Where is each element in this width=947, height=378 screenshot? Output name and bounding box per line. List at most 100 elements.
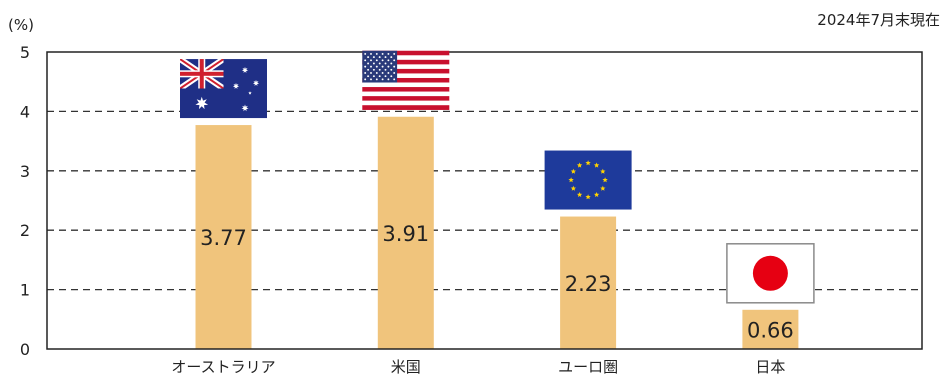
y-tick-label: 4	[20, 102, 30, 121]
flag-star	[393, 78, 396, 81]
y-tick-label: 0	[20, 340, 30, 359]
flag-star	[381, 59, 384, 62]
flag-star	[364, 65, 367, 68]
flag-star	[390, 68, 393, 71]
union-jack	[180, 59, 224, 89]
eu-flag-icon	[544, 150, 632, 210]
flag-star	[570, 168, 577, 174]
flag-star	[570, 185, 577, 191]
bars	[195, 116, 799, 349]
flag-field	[544, 150, 632, 210]
flag-star	[384, 56, 387, 59]
flag-star	[370, 72, 372, 74]
flag-star	[378, 75, 381, 78]
flag-star	[375, 59, 378, 62]
flag-star	[372, 56, 375, 59]
plot-area-border	[46, 51, 923, 350]
bar	[742, 309, 799, 349]
flag-star	[378, 68, 381, 71]
flag-star	[252, 79, 260, 86]
y-tick-label: 2	[20, 221, 30, 240]
y-tick-label: 3	[20, 162, 30, 181]
flag-star	[585, 160, 591, 166]
flag-stripe	[362, 68, 450, 74]
category-label: 米国	[391, 358, 421, 376]
flag-star	[241, 66, 249, 73]
flag-star	[370, 78, 372, 81]
flag-star	[195, 96, 209, 110]
flag-star	[387, 59, 390, 62]
flag-star	[241, 104, 249, 112]
flag-star	[364, 59, 367, 62]
flag-stripe	[362, 59, 450, 65]
bar	[195, 125, 252, 349]
flag-star	[390, 56, 393, 59]
y-tick-label: 5	[20, 43, 30, 62]
flag-stripe	[362, 55, 450, 61]
flag-star	[367, 68, 370, 71]
flag-canton	[362, 50, 398, 83]
flag-star	[367, 75, 370, 78]
flag-stripe	[362, 64, 450, 70]
flag-star	[372, 75, 375, 78]
flag-stripe	[362, 105, 450, 110]
cross-red	[199, 59, 204, 89]
australia-flag-icon	[180, 59, 267, 119]
flag-star	[370, 59, 372, 62]
flag-star	[375, 72, 378, 74]
flag-star	[593, 191, 600, 198]
flag-star	[375, 52, 378, 55]
flag-star	[364, 72, 367, 74]
flag-star	[378, 56, 381, 59]
flag-star	[387, 52, 390, 55]
flag-star	[372, 62, 375, 65]
flag-star	[387, 72, 390, 74]
bar	[560, 216, 617, 349]
us-flag-icon	[362, 50, 450, 110]
flag-star	[370, 52, 372, 55]
flag-star	[384, 62, 387, 65]
flag-star	[393, 52, 396, 55]
y-axis-unit-label: (%)	[8, 16, 34, 34]
japan-flag-icon	[726, 243, 815, 304]
flag-star	[367, 56, 370, 59]
flag-star	[602, 177, 608, 183]
flag-star	[568, 177, 574, 183]
flag-star	[375, 78, 378, 81]
category-label: ユーロ圏	[558, 358, 618, 376]
flag-star	[600, 168, 606, 174]
flag-stripe	[362, 96, 450, 101]
flag-star	[576, 191, 583, 198]
flag-stripe	[362, 50, 450, 56]
flag-star	[387, 78, 390, 81]
flag-star	[390, 75, 393, 78]
flag-star	[372, 68, 375, 71]
category-label: 日本	[755, 358, 785, 376]
y-tick-label: 1	[20, 281, 30, 300]
flag-star	[576, 162, 583, 168]
flag-star	[375, 65, 378, 68]
flag-star	[367, 62, 370, 65]
flag-star	[393, 65, 396, 68]
flag-stripe	[362, 91, 450, 97]
flag-star	[381, 72, 384, 74]
category-label: オーストラリア	[171, 358, 275, 376]
flag-star	[248, 91, 252, 95]
flag-star	[381, 78, 384, 81]
flag-star	[593, 162, 600, 168]
bar-value-label: 0.66	[747, 318, 794, 342]
flag-star	[381, 52, 384, 55]
bar-value-label: 2.23	[565, 272, 612, 296]
flag-stripe	[362, 73, 450, 79]
bar-value-label: 3.91	[382, 222, 429, 246]
flag-star	[381, 65, 384, 68]
flag-star	[600, 185, 606, 191]
flag-stripe	[362, 87, 450, 92]
flag-stripe	[362, 77, 450, 83]
plot-frame	[46, 51, 923, 350]
flag-star	[393, 72, 396, 74]
as-of-date-note: 2024年7月末現在	[817, 11, 940, 29]
flag-star	[390, 62, 393, 65]
labels: 0 1 2 3 4 5 3.77 オーストラリア 3.91 米国 2.23 ユーロ圏 0.66 日本	[20, 43, 794, 376]
